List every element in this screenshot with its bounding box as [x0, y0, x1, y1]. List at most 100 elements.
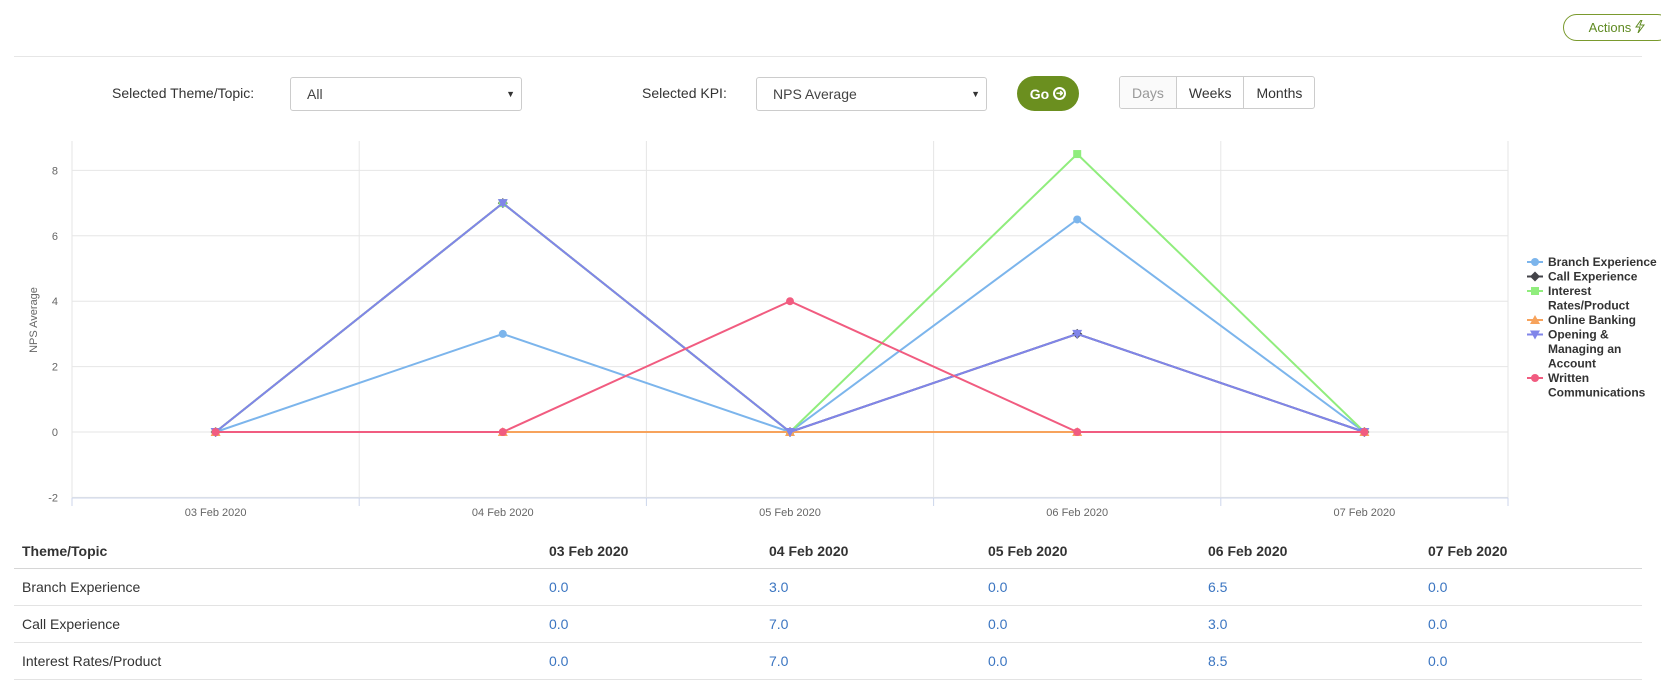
table-row: Branch Experience 0.0 3.0 0.0 6.5 0.0 [14, 569, 1642, 606]
legend-label: Call Experience [1548, 270, 1638, 284]
legend-label: Branch Experience [1548, 255, 1657, 269]
series-written-communications [211, 297, 1369, 436]
table-header-date: 05 Feb 2020 [988, 542, 1068, 559]
legend-label: Written [1548, 371, 1589, 385]
row-theme: Branch Experience [22, 579, 141, 595]
kpi-table: Theme/Topic 03 Feb 2020 04 Feb 2020 05 F… [14, 533, 1642, 680]
series-opening-managing-an-account [210, 199, 1370, 437]
x-tick-label: 04 Feb 2020 [472, 507, 534, 519]
legend-marker[interactable] [1530, 330, 1540, 340]
legend-marker[interactable] [1531, 287, 1539, 295]
row-value[interactable]: 7.0 [769, 653, 789, 669]
period-toggle: Days Weeks Months [1119, 76, 1316, 109]
row-value[interactable]: 3.0 [1208, 616, 1228, 632]
legend-label: Interest [1548, 284, 1591, 298]
caret-down-icon: ▼ [971, 89, 980, 99]
period-days-button[interactable]: Days [1120, 77, 1176, 108]
row-theme: Call Experience [22, 616, 121, 632]
x-tick-label: 07 Feb 2020 [1334, 507, 1396, 519]
legend-marker[interactable] [1530, 271, 1540, 282]
row-value[interactable]: 7.0 [769, 616, 789, 632]
row-value[interactable]: 0.0 [1428, 653, 1448, 669]
series-call-experience [210, 198, 1370, 437]
theme-select-value: All [307, 86, 323, 102]
series-line [214, 201, 1365, 434]
go-button[interactable]: Go ➜ [1017, 76, 1079, 111]
series-interest-rates-product [211, 150, 1369, 436]
y-tick-label: 8 [52, 165, 58, 177]
row-value[interactable]: 8.5 [1208, 653, 1228, 669]
series-layer [210, 150, 1370, 437]
row-value[interactable]: 0.0 [988, 579, 1008, 595]
data-point[interactable] [1360, 428, 1369, 436]
data-point[interactable] [498, 329, 507, 338]
table-header-row: Theme/Topic 03 Feb 2020 04 Feb 2020 05 F… [14, 533, 1642, 569]
legend-label: Managing an [1548, 342, 1621, 356]
actions-button[interactable]: Actions [1563, 14, 1661, 41]
legend-marker[interactable] [1531, 374, 1539, 382]
row-value[interactable]: 0.0 [988, 653, 1008, 669]
actions-label: Actions [1588, 20, 1632, 35]
series-line [214, 152, 1366, 434]
row-value[interactable]: 0.0 [1428, 579, 1448, 595]
table-header-date: 04 Feb 2020 [769, 542, 849, 559]
table-row: Call Experience 0.0 7.0 0.0 3.0 0.0 [14, 606, 1642, 643]
data-point[interactable] [1073, 428, 1082, 436]
data-point[interactable] [497, 199, 508, 209]
legend-marker[interactable] [1530, 315, 1540, 324]
y-tick-label: 0 [52, 427, 58, 439]
data-point[interactable] [786, 297, 794, 306]
series-branch-experience [211, 215, 1369, 436]
legend-item[interactable]: Online Banking [1527, 313, 1636, 327]
data-point[interactable] [1073, 150, 1082, 159]
row-value[interactable]: 0.0 [988, 616, 1008, 632]
row-theme: Interest Rates/Product [22, 653, 162, 669]
y-axis-title: NPS Average [28, 287, 40, 353]
theme-filter-label: Selected Theme/Topic: [112, 85, 255, 101]
grid-layer: -2 0 2 4 6 8 03 Feb 2020 04 Feb 2020 05 Feb 2020… [48, 141, 1509, 519]
legend-item[interactable]: Call Experience [1527, 270, 1638, 284]
legend-label: Communications [1548, 386, 1646, 400]
data-point[interactable] [498, 428, 507, 436]
data-point[interactable] [1072, 329, 1083, 339]
y-tick-label: 6 [52, 231, 58, 243]
nps-line-chart: -2 0 2 4 6 8 03 Feb 2020 04 Feb 2020 05 Feb 2020… [28, 141, 1657, 519]
row-value[interactable]: 0.0 [549, 616, 569, 632]
table-header-theme: Theme/Topic [22, 542, 108, 559]
legend-label: Opening & [1548, 328, 1609, 342]
series-line [214, 201, 1365, 434]
row-value[interactable]: 0.0 [1428, 616, 1448, 632]
kpi-select[interactable]: NPS Average ▼ [756, 77, 987, 111]
period-months-button[interactable]: Months [1243, 77, 1314, 108]
table-row: Interest Rates/Product 0.0 7.0 0.0 8.5 0… [14, 643, 1642, 680]
y-tick-label: 4 [52, 296, 58, 308]
header-divider [14, 56, 1642, 57]
legend-label: Rates/Product [1548, 299, 1629, 313]
series-line [215, 218, 1365, 434]
table-header-date: 06 Feb 2020 [1208, 542, 1288, 559]
row-value[interactable]: 0.0 [549, 579, 569, 595]
row-value[interactable]: 3.0 [769, 579, 789, 595]
period-weeks-button[interactable]: Weeks [1175, 77, 1244, 108]
kpi-filter-label: Selected KPI: [642, 85, 727, 101]
table-header-date: 07 Feb 2020 [1428, 542, 1508, 559]
kpi-select-value: NPS Average [773, 86, 857, 102]
y-tick-label: 2 [52, 362, 58, 374]
data-point[interactable] [785, 428, 795, 437]
data-point[interactable] [1073, 215, 1082, 224]
x-tick-label: 06 Feb 2020 [1046, 507, 1108, 519]
legend-item[interactable]: Branch Experience [1527, 255, 1657, 269]
row-value[interactable]: 6.5 [1208, 579, 1228, 595]
theme-select[interactable]: All ▼ [290, 77, 522, 111]
data-point[interactable] [211, 428, 220, 436]
arrow-right-circle-icon: ➜ [1053, 87, 1067, 100]
row-value[interactable]: 0.0 [549, 653, 569, 669]
y-tick-label: -2 [48, 492, 58, 504]
legend-label: Account [1548, 357, 1596, 371]
go-label: Go [1029, 85, 1050, 102]
legend-marker[interactable] [1531, 258, 1539, 266]
